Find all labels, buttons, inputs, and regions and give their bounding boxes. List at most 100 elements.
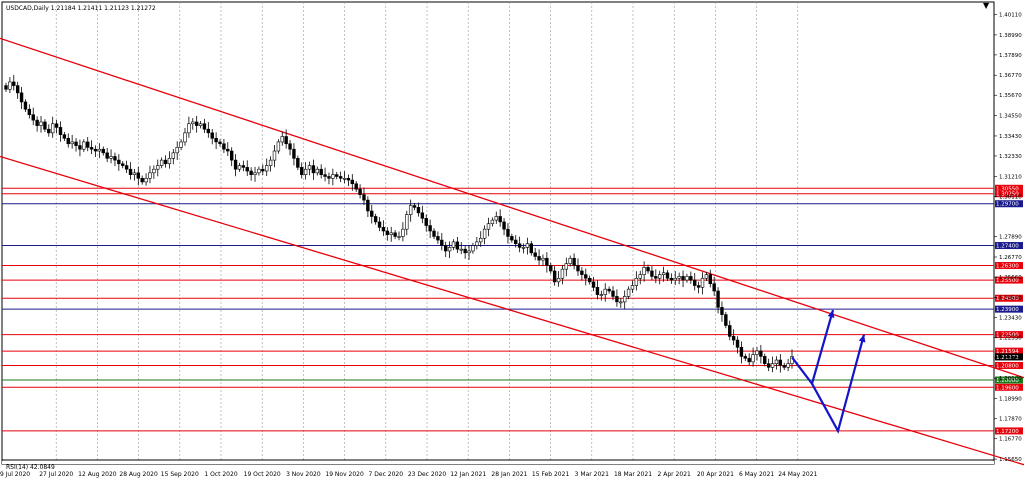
x-tick-label: 2 Apr 2021 xyxy=(658,471,691,478)
candle-body xyxy=(603,288,607,295)
x-tick-label: 19 Nov 2020 xyxy=(325,471,364,478)
y-tick-label: 1.34550 xyxy=(999,114,1022,120)
x-tick-label: 15 Sep 2020 xyxy=(161,471,199,478)
x-tick-label: 6 May 2021 xyxy=(739,471,774,478)
candle-body xyxy=(89,147,94,150)
candle-body xyxy=(700,277,705,288)
candle-body xyxy=(113,156,117,161)
level-label: 1.19600 xyxy=(996,385,1019,391)
candle-body xyxy=(517,243,522,248)
x-tick-label: 19 Oct 2020 xyxy=(244,471,281,478)
candle-body xyxy=(405,214,409,230)
candle-body xyxy=(471,245,475,252)
y-tick-label: 1.24540 xyxy=(999,296,1022,302)
candle-body xyxy=(124,165,129,170)
level-label-box xyxy=(995,361,1023,369)
channel-lower-line xyxy=(0,155,1024,466)
candle-body xyxy=(222,143,226,150)
candle-body xyxy=(241,165,246,168)
x-tick-label: 28 Aug 2020 xyxy=(119,471,158,478)
candle-body xyxy=(140,177,144,183)
level-label: 1.20000 xyxy=(996,378,1019,384)
price-marker-label: 1.21272 xyxy=(996,355,1019,361)
candle-body xyxy=(556,277,561,283)
x-tick-label: 27 Jul 2020 xyxy=(39,471,73,478)
candle-body xyxy=(377,221,382,228)
level-label: 1.24500 xyxy=(996,296,1019,302)
candle-body xyxy=(712,283,716,292)
candle-body xyxy=(62,134,67,139)
candle-body xyxy=(502,221,506,230)
candle-body xyxy=(78,145,82,150)
x-tick-label: 1 Oct 2020 xyxy=(204,471,237,478)
candle-body xyxy=(272,150,277,161)
candle-body xyxy=(253,172,257,175)
candle-body xyxy=(288,143,292,150)
candle-body xyxy=(755,350,759,355)
x-tick-label: 7 Dec 2020 xyxy=(369,471,404,478)
y-tick-label: 1.15650 xyxy=(999,457,1022,463)
candle-body xyxy=(642,267,646,275)
candle-body xyxy=(101,148,105,154)
candle-body xyxy=(747,357,751,363)
candle-body xyxy=(587,277,592,283)
y-tick-label: 1.25660 xyxy=(999,275,1022,281)
level-label: 1.20800 xyxy=(996,363,1019,369)
price-marker-box xyxy=(995,353,1023,361)
candle-body xyxy=(105,152,109,159)
candle-body xyxy=(552,270,557,283)
candle-body xyxy=(54,123,59,128)
candle-body xyxy=(292,148,296,159)
candle-body xyxy=(381,227,386,232)
candle-body xyxy=(74,141,78,146)
candle-body xyxy=(646,267,650,272)
candle-body xyxy=(23,101,28,110)
y-tick-label: 1.40110 xyxy=(999,13,1022,19)
y-tick-label: 1.23430 xyxy=(999,316,1022,322)
candle-body xyxy=(416,207,421,214)
price-axis: 1.40110 1.38990 1.37890 1.36770 1.35670 1.345… xyxy=(994,13,1022,463)
candle-body xyxy=(498,216,502,223)
candle-body xyxy=(759,350,763,357)
candle-body xyxy=(568,257,572,265)
candle-body xyxy=(654,276,658,279)
candle-body xyxy=(268,159,273,166)
candle-body xyxy=(206,128,211,134)
level-label-box xyxy=(995,305,1023,313)
projection-arrow-line xyxy=(811,334,866,434)
candle-body xyxy=(31,114,35,121)
scroll-arrow-icon[interactable]: ▼ xyxy=(983,1,990,10)
channel-lines xyxy=(0,37,1024,466)
candle-body xyxy=(537,256,541,261)
candle-body xyxy=(735,339,740,348)
x-tick-label: 3 Mar 2021 xyxy=(575,471,609,478)
candle-body xyxy=(475,241,479,246)
candle-body xyxy=(658,274,662,279)
candle-body xyxy=(661,272,666,275)
candle-body xyxy=(300,167,304,175)
candle-body xyxy=(280,136,284,143)
candle-body xyxy=(323,174,327,177)
y-tick-label: 1.17870 xyxy=(999,417,1022,423)
candle-body xyxy=(117,159,121,165)
candle-body xyxy=(109,156,113,159)
x-tick-label: 18 Mar 2021 xyxy=(614,471,652,478)
level-label-box xyxy=(995,262,1023,270)
time-axis: 9 Jul 2020 27 Jul 2020 12 Aug 2020 28 Aug 2… xyxy=(0,471,818,478)
candle-body xyxy=(15,85,20,94)
candle-body xyxy=(97,148,102,152)
candle-body xyxy=(4,85,8,90)
candle-body xyxy=(276,141,281,152)
candle-body xyxy=(370,210,374,217)
level-label-box xyxy=(995,347,1023,355)
x-tick-label: 24 May 2021 xyxy=(778,471,817,478)
candle-body xyxy=(245,167,249,172)
candle-body xyxy=(763,356,767,364)
y-tick-label: 1.38990 xyxy=(999,33,1022,39)
candle-body xyxy=(420,212,425,219)
candle-body xyxy=(156,165,160,170)
level-label: 1.17200 xyxy=(996,429,1019,435)
candle-body xyxy=(494,216,498,221)
candle-body xyxy=(152,168,156,174)
